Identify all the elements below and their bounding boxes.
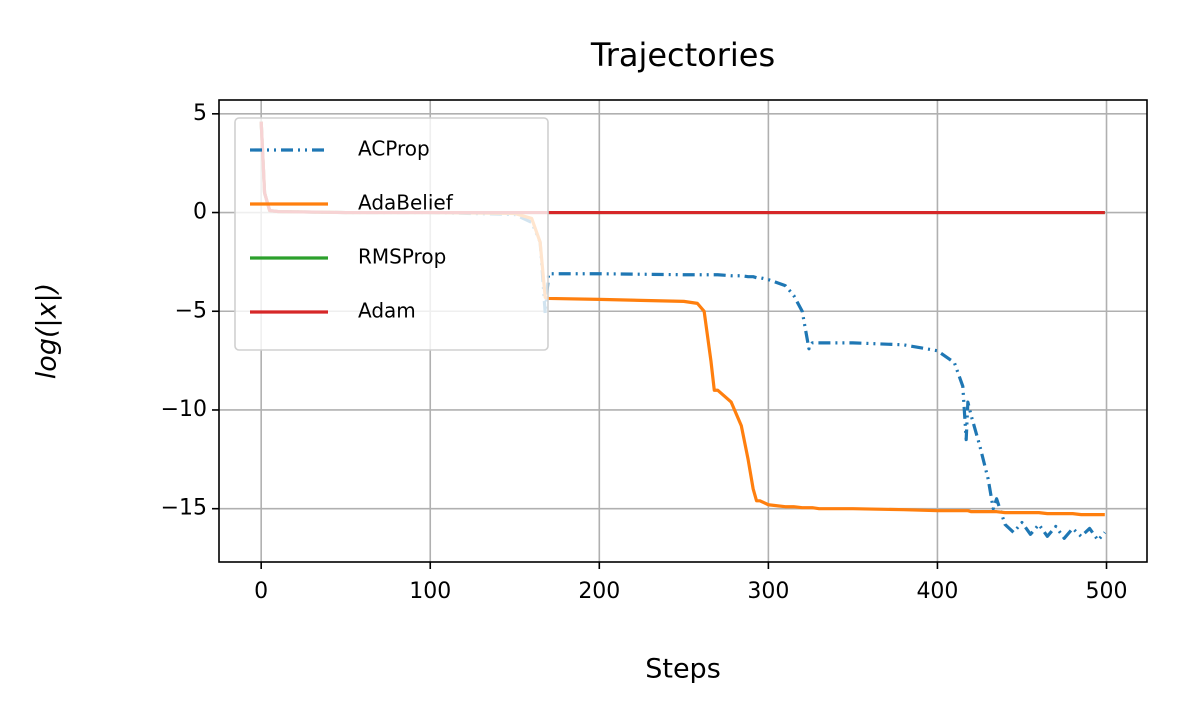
x-tick-label: 400 <box>916 579 958 604</box>
y-axis-label: log(|x|) <box>32 283 63 379</box>
ticks: 0 100 200 300 400 500 5 0 −5 −10 −15 <box>161 101 1128 604</box>
x-tick-label: 0 <box>254 579 268 604</box>
y-tick-label: −10 <box>161 397 207 422</box>
legend-label: ACProp <box>358 137 430 161</box>
plot-frame <box>218 99 1148 563</box>
y-tick-label: 0 <box>193 200 207 225</box>
y-tick-label: 5 <box>193 101 207 126</box>
y-tick-label: −5 <box>175 298 207 323</box>
legend-label: Adam <box>358 299 416 323</box>
x-tick-label: 500 <box>1086 579 1128 604</box>
x-tick-label: 100 <box>409 579 451 604</box>
legend: ACProp AdaBelief RMSProp Adam <box>234 117 549 351</box>
grid <box>219 100 1147 562</box>
x-tick-label: 300 <box>747 579 789 604</box>
chart-title: Trajectories <box>590 36 775 74</box>
y-tick-label: −15 <box>161 496 207 521</box>
x-tick-label: 200 <box>578 579 620 604</box>
legend-box <box>234 117 549 351</box>
x-axis-label: Steps <box>645 654 721 685</box>
legend-label: AdaBelief <box>358 191 454 215</box>
legend-label: RMSProp <box>358 245 446 269</box>
